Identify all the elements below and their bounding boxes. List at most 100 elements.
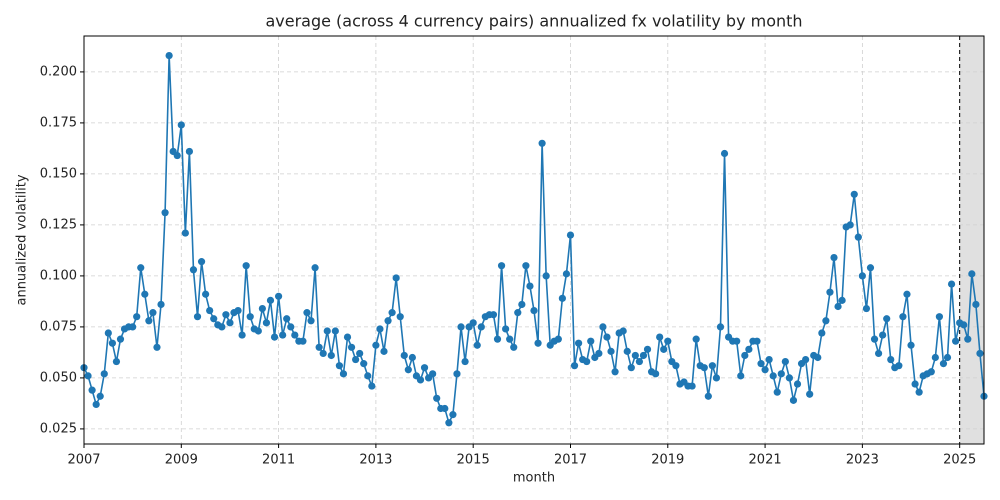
marker: [822, 317, 830, 325]
marker: [506, 335, 514, 343]
marker: [964, 335, 972, 343]
y-tick-label: 0.075: [40, 319, 77, 334]
marker: [388, 309, 396, 317]
marker: [789, 396, 798, 404]
marker: [757, 360, 765, 368]
marker: [737, 372, 745, 380]
marker: [530, 306, 538, 315]
marker: [850, 190, 858, 198]
marker: [712, 374, 721, 382]
marker: [108, 339, 116, 347]
marker: [311, 264, 319, 272]
marker: [185, 147, 194, 156]
marker: [445, 419, 453, 427]
marker: [887, 355, 895, 364]
marker: [469, 319, 477, 327]
marker: [846, 221, 854, 229]
marker: [814, 353, 822, 362]
y-tick-label: 0.150: [40, 166, 77, 181]
marker: [453, 370, 461, 378]
marker: [477, 323, 485, 331]
marker: [433, 394, 441, 402]
marker: [197, 258, 206, 266]
y-tick-label: 0.125: [40, 217, 77, 232]
marker: [874, 349, 883, 358]
marker: [777, 370, 785, 378]
marker: [652, 370, 660, 378]
marker: [173, 151, 181, 160]
y-axis-label: annualized volatility: [15, 174, 30, 305]
marker: [100, 370, 108, 378]
marker: [903, 290, 911, 298]
marker: [416, 376, 425, 384]
marker: [595, 349, 603, 358]
marker: [92, 400, 100, 409]
marker: [360, 360, 368, 368]
marker: [287, 323, 295, 331]
marker: [854, 233, 862, 241]
marker: [599, 323, 607, 331]
marker: [206, 306, 214, 315]
marker: [688, 382, 696, 390]
marker: [972, 300, 980, 309]
marker: [534, 339, 542, 347]
marker: [574, 339, 583, 347]
marker: [899, 313, 907, 321]
x-tick-label: 2019: [651, 453, 684, 468]
marker: [566, 231, 575, 239]
marker: [785, 374, 794, 382]
x-tick-label: 2021: [749, 453, 782, 468]
marker: [181, 229, 189, 237]
marker: [704, 392, 712, 400]
chart-title: average (across 4 currency pairs) annual…: [265, 12, 802, 31]
marker: [826, 288, 834, 296]
marker: [116, 335, 125, 343]
marker: [202, 290, 210, 298]
x-tick-label: 2025: [943, 453, 976, 468]
marker: [753, 337, 761, 345]
marker: [133, 313, 141, 321]
marker: [518, 300, 526, 309]
marker: [319, 349, 327, 358]
y-tick-label: 0.200: [40, 64, 77, 79]
marker: [806, 390, 814, 398]
marker: [246, 313, 254, 321]
marker: [291, 331, 299, 339]
marker: [461, 357, 469, 366]
marker: [149, 309, 157, 317]
marker: [380, 347, 388, 355]
marker: [368, 382, 376, 390]
marker: [943, 353, 952, 362]
marker: [254, 327, 262, 335]
marker: [315, 343, 323, 351]
marker: [781, 357, 789, 366]
marker: [720, 149, 729, 158]
marker: [234, 306, 242, 315]
marker: [88, 386, 96, 394]
marker: [327, 351, 335, 360]
x-tick-label: 2007: [67, 453, 100, 468]
y-tick-label: 0.100: [40, 268, 77, 283]
marker: [279, 331, 287, 339]
marker: [331, 327, 339, 335]
marker: [834, 302, 842, 311]
marker: [862, 304, 871, 313]
marker: [307, 317, 315, 325]
marker: [262, 319, 271, 327]
marker: [603, 333, 611, 341]
marker: [858, 272, 866, 280]
marker: [976, 349, 984, 358]
marker: [538, 139, 546, 147]
x-tick-label: 2023: [846, 453, 879, 468]
marker: [639, 351, 648, 360]
marker: [420, 364, 429, 372]
marker: [347, 343, 356, 351]
marker: [489, 311, 498, 319]
marker: [497, 262, 506, 270]
marker: [238, 331, 246, 339]
marker: [542, 272, 550, 280]
marker: [352, 355, 360, 364]
marker: [193, 313, 202, 321]
marker: [157, 300, 165, 309]
marker: [631, 351, 639, 360]
